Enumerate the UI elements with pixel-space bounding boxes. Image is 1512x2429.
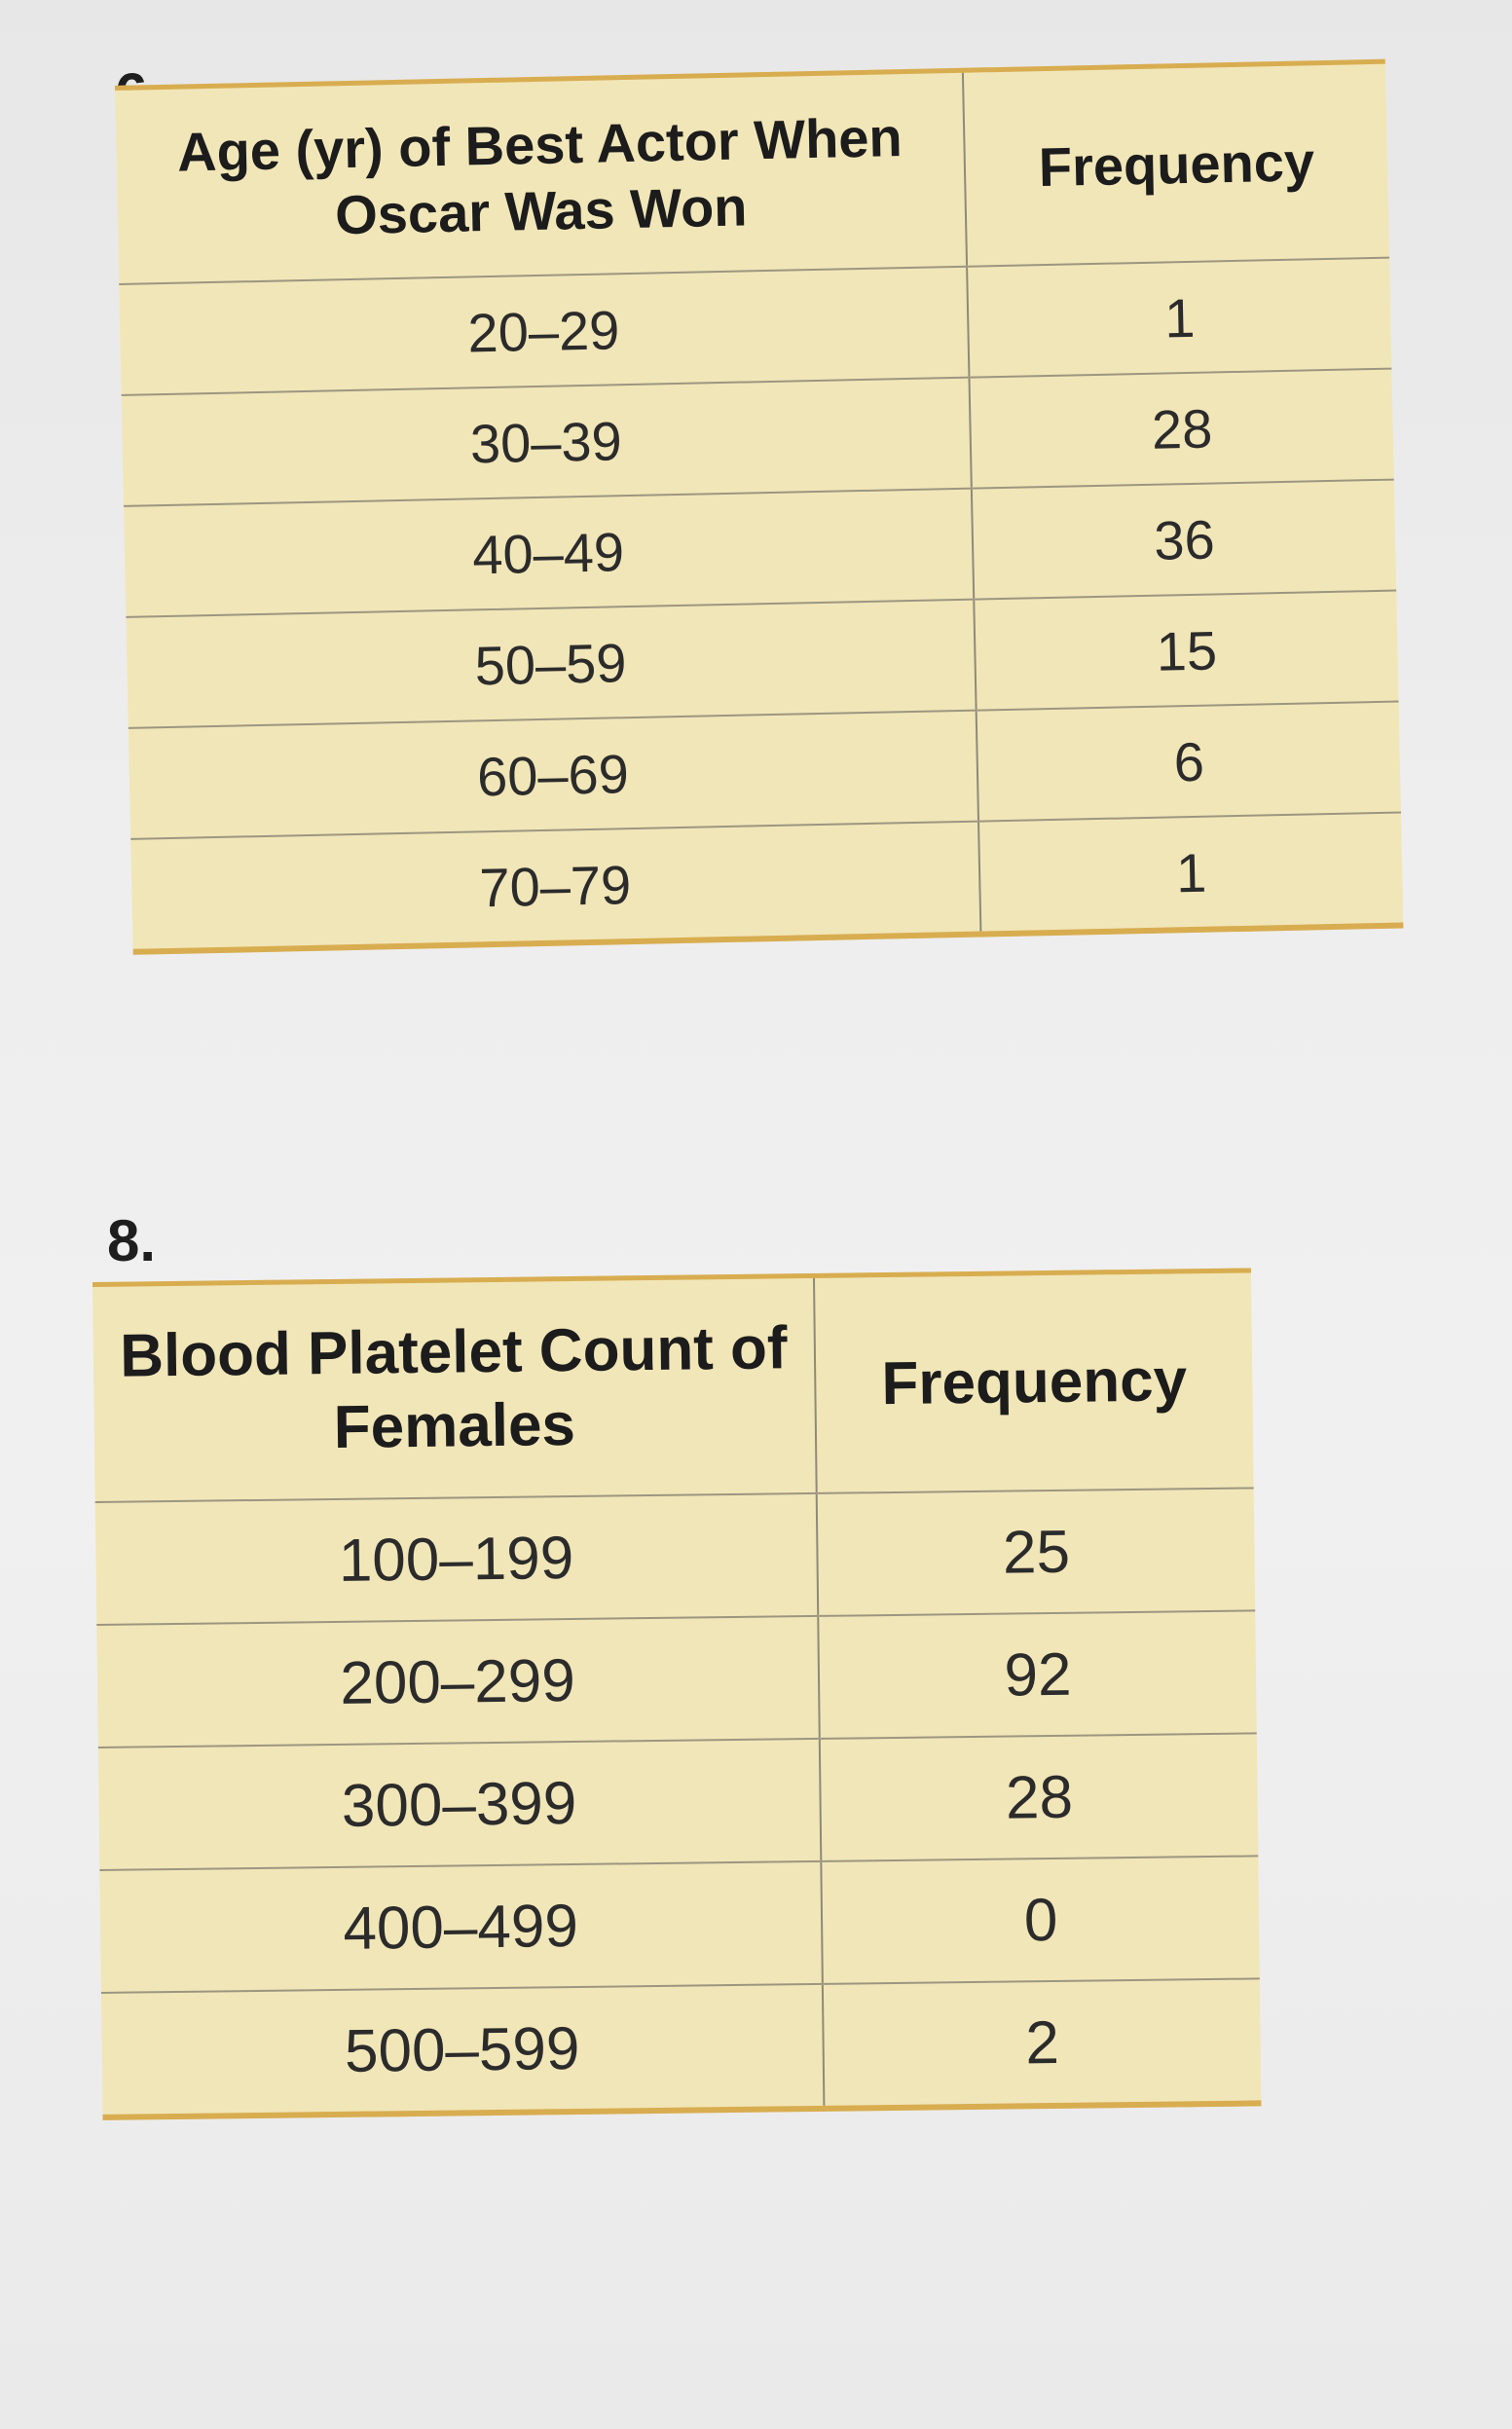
- frequency-value: 36: [971, 479, 1397, 600]
- column-header-frequency: Frequency: [962, 61, 1389, 267]
- table-row: 500–599 2: [101, 1978, 1262, 2117]
- class-interval: 100–199: [94, 1492, 819, 1625]
- frequency-value: 1: [978, 812, 1404, 935]
- class-interval: 40–49: [124, 488, 975, 617]
- column-header-platelet-count: Blood Platelet Count of Females: [92, 1275, 817, 1502]
- table-row: 400–499 0: [99, 1856, 1260, 1993]
- table-row: 100–199 25: [94, 1488, 1256, 1625]
- frequency-value: 92: [818, 1610, 1257, 1739]
- column-header-frequency: Frequency: [813, 1270, 1254, 1493]
- table-row: 200–299 92: [96, 1610, 1257, 1748]
- class-interval: 300–399: [97, 1738, 822, 1870]
- platelet-count-frequency-table: Blood Platelet Count of Females Frequenc…: [92, 1268, 1262, 2120]
- class-interval: 60–69: [128, 710, 979, 839]
- frequency-value: 25: [816, 1488, 1256, 1616]
- table-header-row: Blood Platelet Count of Females Frequenc…: [92, 1270, 1254, 1502]
- table-row: 300–399 28: [97, 1733, 1259, 1870]
- frequency-value: 2: [822, 1978, 1262, 2109]
- column-header-age: Age (yr) of Best Actor When Oscar Was Wo…: [115, 70, 968, 284]
- class-interval: 50–59: [126, 599, 977, 728]
- table-header-row: Age (yr) of Best Actor When Oscar Was Wo…: [115, 61, 1389, 284]
- class-interval: 30–39: [121, 377, 972, 506]
- frequency-value: 1: [967, 257, 1392, 378]
- class-interval: 200–299: [96, 1615, 820, 1748]
- frequency-value: 0: [821, 1856, 1260, 1984]
- oscar-age-frequency-table: Age (yr) of Best Actor When Oscar Was Wo…: [115, 58, 1404, 955]
- class-interval: 500–599: [344, 2014, 580, 2085]
- frequency-value: 28: [969, 368, 1394, 489]
- frequency-value: 6: [976, 701, 1401, 822]
- problem-number-8: 8.: [107, 1208, 157, 1273]
- frequency-value: 15: [974, 590, 1399, 711]
- frequency-value: 28: [819, 1733, 1259, 1861]
- class-interval: 20–29: [119, 266, 970, 395]
- class-interval: 70–79: [478, 853, 632, 918]
- class-interval: 400–499: [99, 1860, 823, 1993]
